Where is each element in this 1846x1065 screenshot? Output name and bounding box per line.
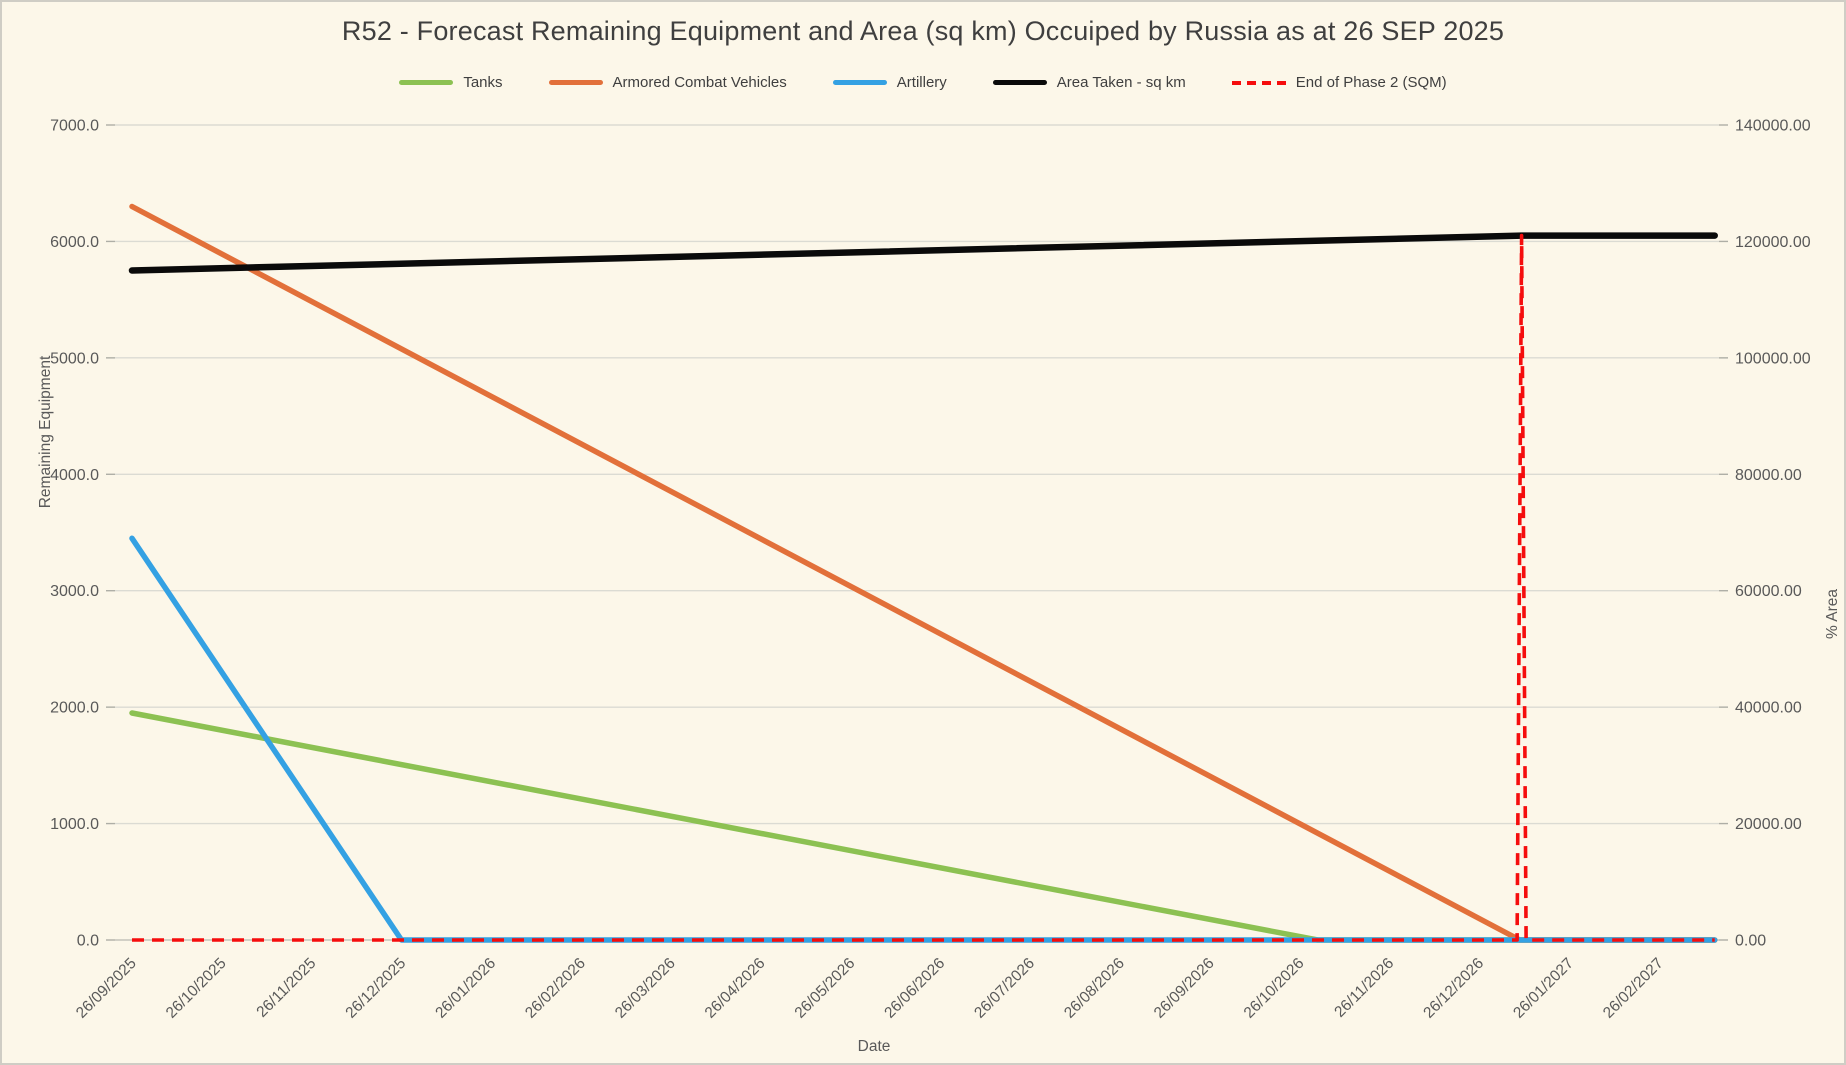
y-right-tick-label: 0.00 — [1735, 933, 1766, 950]
series-line-tanks — [129, 710, 1718, 943]
x-tick-label: 26/01/2027 — [1510, 955, 1577, 1022]
y-left-tick-label: 4000.0 — [50, 467, 99, 484]
x-tick-label: 26/02/2026 — [522, 955, 589, 1022]
y-right-tick-label: 60000.00 — [1735, 583, 1802, 600]
legend-item-artillery: Artillery — [832, 74, 947, 91]
y-right-tick-label: 20000.00 — [1735, 816, 1802, 833]
chart-legend: Tanks Armored Combat Vehicles Artillery Are… — [2, 74, 1844, 91]
legend-item-end-of-phase-2-sqm-: End of Phase 2 (SQM) — [1231, 74, 1447, 91]
y-right-tick-label: 120000.00 — [1735, 234, 1811, 251]
y-right-tick-label: 140000.00 — [1735, 118, 1811, 135]
x-tick-label: 26/08/2026 — [1061, 955, 1128, 1022]
x-tick-label: 26/11/2026 — [1331, 955, 1397, 1021]
y-left-tick-label: 3000.0 — [50, 583, 99, 600]
x-tick-label: 26/12/2026 — [1420, 955, 1487, 1022]
legend-label: Area Taken - sq km — [1056, 74, 1186, 91]
legend-label: End of Phase 2 (SQM) — [1295, 74, 1447, 91]
legend-label: Artillery — [896, 74, 947, 91]
chart-title: R52 - Forecast Remaining Equipment and A… — [341, 16, 1505, 46]
y-left-tick-label: 7000.0 — [50, 118, 99, 135]
legend-label: Armored Combat Vehicles — [612, 74, 787, 91]
legend-line-swatch — [832, 80, 887, 85]
x-tick-label: 26/05/2026 — [792, 955, 859, 1022]
x-tick-label: 26/10/2025 — [163, 955, 230, 1022]
legend-item-tanks: Tanks — [399, 74, 503, 91]
x-tick-label: 26/09/2026 — [1151, 955, 1218, 1022]
y-left-tick-label: 1000.0 — [50, 816, 99, 833]
y-left-tick-label: 0.0 — [77, 933, 99, 950]
y-right-tick-label: 80000.00 — [1735, 467, 1802, 484]
legend-item-area-taken-sq-km: Area Taken - sq km — [992, 74, 1186, 91]
series-line-artillery — [129, 535, 1718, 943]
x-tick-label: 26/02/2027 — [1600, 955, 1667, 1022]
x-tick-label: 26/07/2026 — [971, 955, 1038, 1022]
x-tick-label: 26/12/2025 — [342, 955, 409, 1022]
legend-line-swatch — [399, 80, 454, 85]
x-axis-title: Date — [857, 1038, 891, 1055]
y-left-axis-title: Remaining Equipment — [37, 355, 54, 509]
x-tick-label: 26/04/2026 — [702, 955, 769, 1022]
y-left-tick-label: 6000.0 — [50, 234, 99, 251]
y-right-tick-label: 100000.00 — [1735, 350, 1811, 367]
y-left-tick-label: 2000.0 — [50, 700, 99, 717]
legend-line-swatch — [548, 80, 603, 85]
legend-line-swatch — [992, 80, 1047, 85]
x-tick-label: 26/01/2026 — [432, 955, 499, 1022]
series-line-end-of-phase-2-sqm- — [132, 233, 1715, 942]
legend-label: Tanks — [463, 74, 503, 91]
y-right-tick-label: 40000.00 — [1735, 700, 1802, 717]
y-left-tick-label: 5000.0 — [50, 350, 99, 367]
x-tick-label: 26/10/2026 — [1241, 955, 1308, 1022]
legend-item-armored-combat-vehicles: Armored Combat Vehicles — [548, 74, 787, 91]
x-tick-label: 26/03/2026 — [612, 955, 679, 1022]
x-tick-label: 26/06/2026 — [881, 955, 948, 1022]
y-right-axis-title: % Area — [1824, 589, 1841, 639]
x-tick-label: 26/09/2025 — [73, 955, 140, 1022]
x-tick-label: 26/11/2025 — [253, 955, 319, 1021]
series-line-armored-combat-vehicles — [129, 203, 1718, 943]
legend-dashed-line-swatch — [1231, 80, 1286, 85]
